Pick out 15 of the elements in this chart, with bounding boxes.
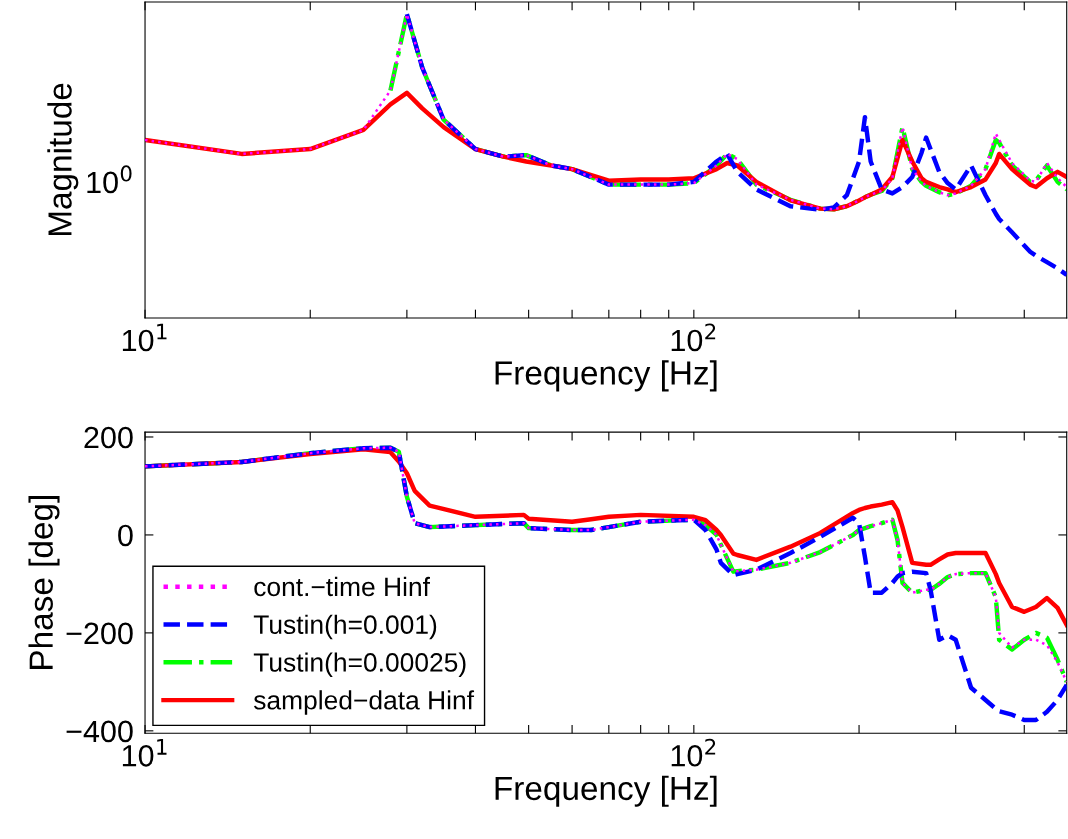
x-tick-label: 10$^{1}$ — [122, 323, 167, 352]
legend-label: Tustin(h=0.001) — [253, 614, 437, 640]
x-tick-label: 10$^{2}$ — [671, 323, 716, 352]
text: 10$^{0}$ — [87, 165, 132, 194]
y-axis-title: Phase [deg] — [28, 496, 60, 669]
y-axis-title: Magnitude — [47, 83, 79, 236]
legend-label: sampled−data Hinf — [253, 690, 475, 715]
x-tick-label: 10$^{2}$ — [671, 738, 716, 767]
legend-label: Tustin(h=0.00025) — [253, 652, 466, 678]
y-tick-label: 200 — [84, 426, 133, 449]
legend-label: cont.−time Hinf — [254, 576, 430, 597]
x-axis-title: Frequency [Hz] — [495, 775, 717, 807]
y-tick-label: −200 — [66, 622, 133, 645]
y-tick-label: 0 — [118, 524, 133, 547]
x-axis-title: Frequency [Hz] — [495, 360, 717, 392]
